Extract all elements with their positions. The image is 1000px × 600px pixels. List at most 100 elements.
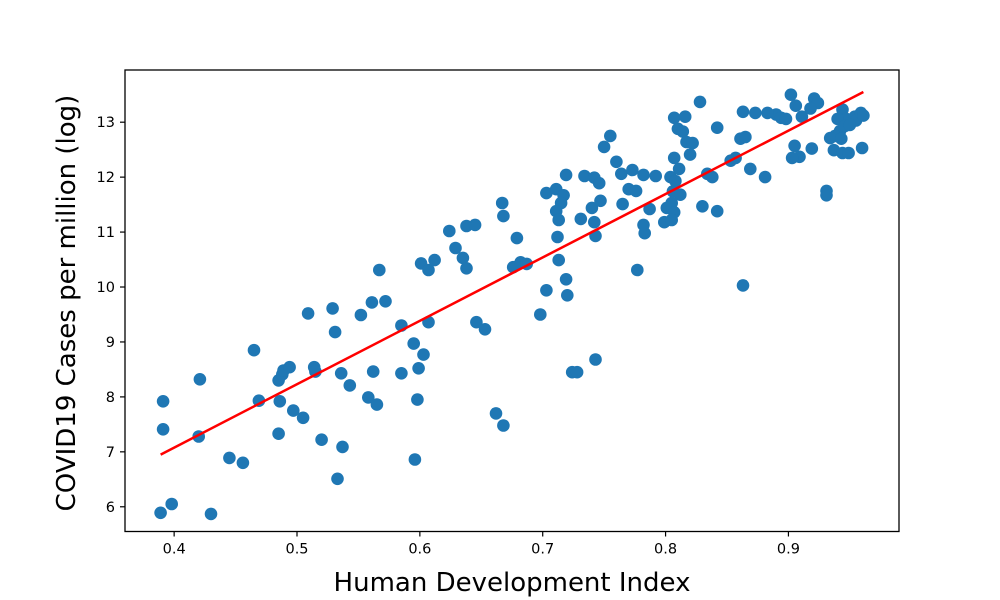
data-point	[736, 279, 750, 292]
data-point	[710, 121, 724, 134]
data-point	[334, 367, 348, 380]
data-point	[326, 302, 339, 315]
data-point	[592, 176, 606, 190]
data-point	[835, 132, 848, 145]
data-point	[449, 241, 462, 255]
y-tick-label: 10	[97, 280, 115, 296]
data-point	[552, 253, 565, 267]
data-point	[739, 130, 752, 144]
data-point	[585, 201, 599, 215]
data-point	[669, 174, 682, 188]
data-point	[804, 102, 817, 115]
x-tick-label: 0.7	[531, 542, 554, 558]
data-point	[272, 427, 285, 441]
data-point	[428, 253, 441, 267]
data-point	[365, 296, 379, 309]
data-point	[417, 348, 430, 361]
data-point	[559, 168, 573, 182]
data-point	[665, 213, 678, 227]
x-tick-label: 0.4	[163, 542, 186, 558]
data-point	[468, 218, 482, 232]
data-point	[631, 263, 644, 277]
data-point	[470, 315, 483, 329]
data-point	[570, 365, 584, 379]
data-point	[497, 209, 510, 223]
y-tick-label: 7	[106, 445, 115, 461]
data-point	[407, 337, 421, 350]
y-tick-label: 8	[106, 390, 115, 406]
data-point	[795, 110, 809, 123]
data-point	[534, 308, 547, 321]
x-tick-label: 0.8	[654, 542, 677, 558]
data-point	[594, 194, 607, 208]
data-point	[597, 140, 611, 154]
data-point	[672, 162, 686, 176]
data-point	[678, 110, 692, 123]
data-point	[637, 218, 650, 232]
data-point	[649, 169, 662, 183]
data-point	[395, 367, 408, 380]
data-point	[373, 263, 386, 277]
data-point	[540, 186, 553, 200]
data-point	[578, 169, 591, 183]
data-point	[559, 273, 573, 286]
data-point	[785, 151, 799, 165]
data-point	[551, 230, 564, 244]
data-point	[805, 142, 819, 155]
data-point	[744, 162, 757, 176]
data-point	[412, 362, 425, 375]
data-point	[236, 456, 250, 470]
data-point	[674, 188, 687, 201]
data-point	[637, 168, 650, 182]
data-point	[478, 323, 492, 336]
data-point	[287, 404, 300, 417]
data-point	[301, 307, 315, 320]
data-point	[629, 184, 643, 198]
data-point	[552, 213, 565, 227]
data-point	[736, 105, 750, 119]
data-point	[154, 506, 167, 520]
data-point	[588, 215, 601, 229]
data-point	[296, 411, 310, 425]
data-point	[693, 95, 707, 109]
data-point	[626, 163, 639, 177]
data-point	[443, 224, 456, 238]
data-point	[343, 379, 357, 392]
data-point	[686, 136, 699, 150]
y-tick-label: 11	[97, 225, 115, 241]
data-point	[331, 472, 344, 486]
data-point	[855, 141, 869, 155]
data-point	[156, 395, 170, 408]
data-point	[379, 295, 392, 308]
data-point	[604, 129, 617, 143]
data-point	[354, 308, 368, 322]
x-tick-label: 0.5	[285, 542, 308, 558]
data-point	[510, 231, 524, 245]
y-tick-label: 6	[106, 500, 115, 516]
data-point	[667, 111, 681, 125]
data-point	[683, 148, 697, 161]
data-point	[823, 131, 837, 145]
data-point	[843, 118, 857, 132]
data-point	[820, 189, 833, 202]
data-point	[204, 507, 218, 521]
data-point	[328, 325, 342, 339]
x-tick-label: 0.9	[777, 542, 800, 558]
data-point	[460, 262, 473, 275]
data-point	[779, 112, 793, 126]
data-point	[676, 125, 690, 138]
data-point	[561, 289, 574, 302]
y-tick-label: 13	[97, 115, 115, 131]
data-point	[574, 212, 588, 226]
data-point	[616, 197, 629, 211]
data-point	[784, 88, 798, 101]
data-point	[643, 202, 656, 216]
data-point	[610, 155, 623, 169]
data-point	[489, 407, 503, 420]
data-point	[758, 170, 772, 184]
data-point	[495, 196, 509, 210]
data-point	[156, 423, 170, 436]
regression-line	[160, 90, 864, 456]
data-point	[309, 365, 322, 378]
data-point	[315, 433, 328, 447]
